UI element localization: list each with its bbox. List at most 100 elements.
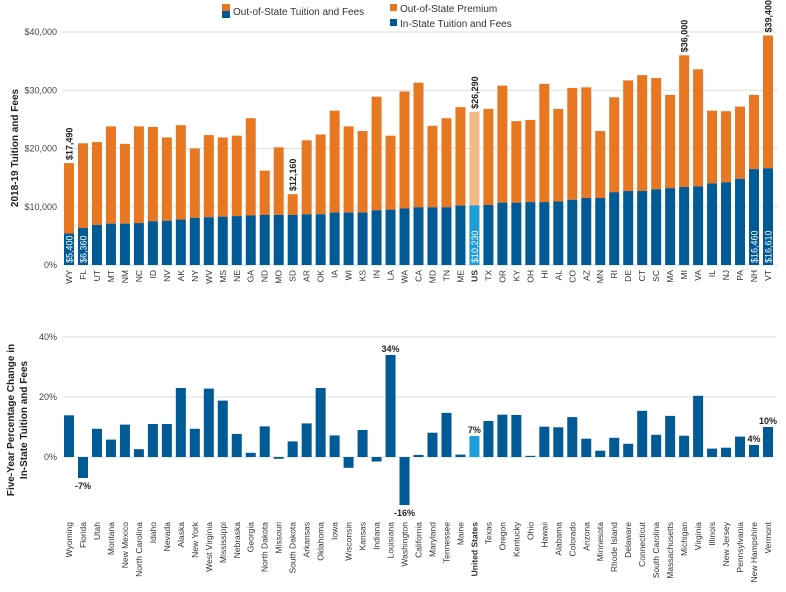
bottom-x-tick-label: Utah [92, 522, 102, 540]
pct-change-bar-colorado [567, 417, 578, 457]
in-state-data-label: $5,400 [65, 235, 75, 263]
bottom-x-tick-label: Pennsylvania [735, 522, 745, 573]
in-state-bar-WA [399, 208, 410, 265]
top-x-tick-label: OR [497, 270, 507, 283]
pct-change-bar-michigan [679, 435, 690, 457]
pct-change-bar-texas [483, 421, 494, 457]
bottom-x-tick-label: Iowa [330, 522, 340, 540]
in-state-bar-MS [217, 216, 228, 265]
top-x-tick-label: RI [609, 270, 619, 279]
in-state-bar-MT [105, 223, 116, 265]
bottom-x-tick-label: Wyoming [64, 522, 74, 558]
bottom-x-tick-label: Missouri [274, 522, 284, 554]
pct-change-bar-new-jersey [721, 447, 732, 457]
bottom-x-tick-label: South Dakota [288, 522, 298, 574]
in-state-bar-OH [525, 202, 536, 265]
pct-change-bar-virginia [693, 395, 704, 457]
pct-change-bar-alabama [553, 427, 564, 457]
bottom-x-tick-label: Ohio [525, 522, 535, 540]
bottom-x-tick-label: Kansas [358, 522, 368, 550]
in-state-bar-HI [539, 202, 550, 265]
premium-bar-CT [637, 75, 648, 192]
in-state-bar-NV [161, 220, 172, 265]
pct-change-bar-maryland [427, 432, 438, 457]
premium-bar-MS [217, 137, 228, 217]
out-of-state-data-label: $39,400 [764, 0, 774, 32]
premium-bar-NV [161, 137, 172, 221]
in-state-bar-IN [371, 210, 382, 265]
top-x-tick-label: HI [539, 270, 549, 279]
top-x-tick-label: AL [553, 270, 563, 281]
top-x-tick-label: UT [92, 270, 102, 281]
bottom-x-tick-label: Minnesota [595, 522, 605, 561]
in-state-bar-KS [357, 212, 368, 265]
bottom-x-tick-label: Montana [106, 522, 116, 555]
pct-change-bar-south-carolina [651, 434, 662, 457]
legend-swatch-in-state [390, 19, 397, 26]
top-x-tick-label: NV [162, 270, 172, 282]
in-state-bar-CA [413, 207, 424, 265]
bottom-x-tick-label: Connecticut [637, 521, 647, 567]
in-state-bar-NM [119, 223, 130, 265]
premium-bar-MI [679, 55, 690, 187]
bottom-x-tick-label: Colorado [567, 522, 577, 557]
bottom-x-tick-label: New Hampshire [749, 522, 759, 583]
top-x-tick-label: AR [302, 270, 312, 282]
in-state-bar-SD [287, 214, 298, 265]
pct-change-bar-utah [91, 428, 102, 457]
bottom-x-tick-label: Maryland [427, 522, 437, 557]
pct-change-bar-georgia [245, 452, 256, 457]
legend-premium: Out-of-State Premium [400, 4, 497, 15]
in-state-bar-MN [595, 198, 606, 265]
top-x-tick-label: KS [358, 270, 368, 282]
top-x-tick-label: TX [483, 270, 493, 281]
bottom-x-tick-label: Rhode Island [609, 522, 619, 572]
pct-change-bar-united-states [469, 436, 480, 457]
bottom-x-tick-label: United States [469, 522, 479, 577]
pct-change-bar-california [413, 454, 424, 457]
pct-change-bar-hawaii [539, 426, 550, 457]
premium-bar-KS [357, 131, 368, 213]
bottom-x-tick-label: North Dakota [260, 522, 270, 572]
top-x-tick-label: NC [134, 270, 144, 282]
in-state-bar-NY [189, 217, 200, 265]
top-x-tick-label: NE [232, 270, 242, 282]
in-state-bar-RI [609, 192, 620, 265]
pct-change-bar-maine [455, 454, 466, 457]
premium-bar-VT [763, 35, 773, 169]
in-state-bar-ME [455, 205, 466, 265]
premium-bar-AZ [581, 87, 592, 199]
in-state-bar-DE [623, 191, 634, 265]
bottom-x-tick-label: Massachusetts [665, 522, 675, 579]
top-x-tick-label: MT [106, 270, 116, 282]
bottom-x-tick-label: New Jersey [721, 521, 731, 566]
top-x-tick-label: KY [511, 270, 521, 282]
bottom-x-tick-label: Florida [78, 522, 88, 548]
pct-change-bar-minnesota [595, 450, 606, 457]
premium-bar-KY [511, 121, 522, 203]
top-x-tick-label: MI [679, 270, 689, 279]
in-state-data-label: $16,460 [750, 230, 760, 263]
top-x-tick-label: LA [386, 270, 396, 281]
in-state-bar-IA [329, 212, 340, 265]
pct-change-bar-vermont [763, 427, 773, 457]
bottom-y-tick-label: 40% [39, 332, 57, 342]
in-state-bar-VA [693, 186, 704, 265]
premium-bar-WI [343, 126, 354, 213]
in-state-bar-US [469, 205, 480, 265]
bottom-x-tick-label: Mississippi [218, 522, 228, 563]
top-x-tick-label: ND [260, 270, 270, 282]
premium-bar-RI [609, 97, 620, 193]
premium-bar-GA [245, 118, 256, 216]
in-state-bar-ND [259, 214, 270, 265]
top-y-tick-label: $30,000 [24, 85, 57, 95]
bottom-x-tick-label: Michigan [679, 522, 689, 556]
in-state-data-label: $16,610 [764, 230, 774, 263]
premium-bar-IN [371, 96, 382, 211]
top-x-tick-label: CA [414, 270, 424, 282]
in-state-bar-SC [651, 189, 662, 265]
pct-change-bar-arizona [581, 438, 592, 457]
bottom-x-tick-label: Nevada [162, 522, 172, 552]
bottom-x-tick-label: Indiana [372, 522, 382, 550]
pct-change-bar-louisiana [385, 355, 396, 457]
